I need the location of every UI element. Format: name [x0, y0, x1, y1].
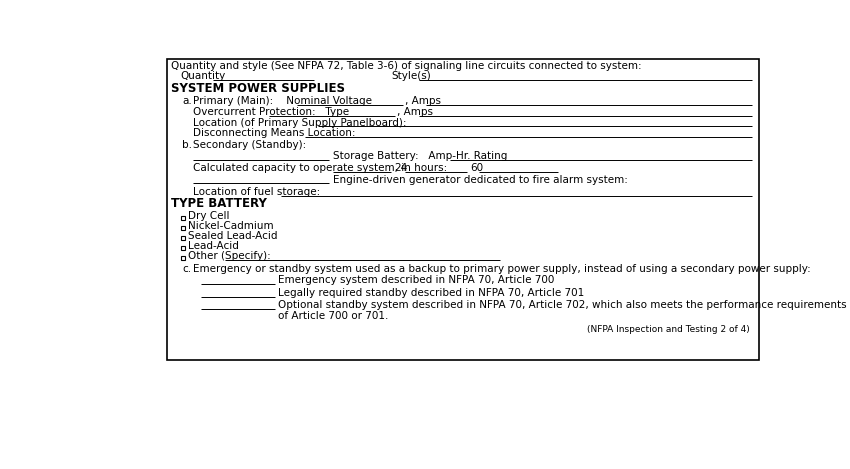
- Bar: [181, 236, 185, 240]
- Text: 24: 24: [394, 163, 408, 173]
- Text: , Amps: , Amps: [397, 107, 433, 117]
- Bar: [181, 246, 185, 250]
- Bar: [181, 216, 185, 220]
- Text: c.: c.: [182, 264, 191, 274]
- Text: Storage Battery:   Amp-Hr. Rating: Storage Battery: Amp-Hr. Rating: [332, 151, 507, 161]
- Text: Emergency or standby system used as a backup to primary power supply, instead of: Emergency or standby system used as a ba…: [193, 264, 811, 274]
- Text: Lead-Acid: Lead-Acid: [188, 241, 239, 251]
- Text: Style(s): Style(s): [392, 71, 431, 82]
- Text: Calculated capacity to operate system, in hours:: Calculated capacity to operate system, i…: [193, 163, 447, 173]
- Text: Emergency system described in NFPA 70, Article 700: Emergency system described in NFPA 70, A…: [277, 275, 554, 286]
- Text: of Article 700 or 701.: of Article 700 or 701.: [277, 311, 388, 321]
- Text: Location of fuel storage:: Location of fuel storage:: [193, 187, 320, 197]
- Text: SYSTEM POWER SUPPLIES: SYSTEM POWER SUPPLIES: [172, 82, 345, 95]
- Text: Dry Cell: Dry Cell: [188, 211, 230, 221]
- Text: Optional standby system described in NFPA 70, Article 702, which also meets the : Optional standby system described in NFP…: [277, 300, 846, 310]
- Text: Other (Specify):: Other (Specify):: [188, 251, 270, 261]
- Bar: [181, 256, 185, 260]
- Text: Disconnecting Means Location:: Disconnecting Means Location:: [193, 129, 355, 138]
- Bar: [167, 60, 759, 360]
- Text: Primary (Main):    Nominal Voltage: Primary (Main): Nominal Voltage: [193, 96, 372, 106]
- Text: (NFPA Inspection and Testing 2 of 4): (NFPA Inspection and Testing 2 of 4): [586, 325, 750, 334]
- Text: Location (of Primary Supply Panelboard):: Location (of Primary Supply Panelboard):: [193, 118, 406, 128]
- Text: Overcurrent Protection:   Type: Overcurrent Protection: Type: [193, 107, 349, 117]
- Text: Legally required standby described in NFPA 70, Article 701: Legally required standby described in NF…: [277, 288, 584, 298]
- Text: Secondary (Standby):: Secondary (Standby):: [193, 140, 306, 150]
- Text: b.: b.: [182, 140, 192, 150]
- Text: Nickel-Cadmium: Nickel-Cadmium: [188, 221, 273, 231]
- Text: Engine-driven generator dedicated to fire alarm system:: Engine-driven generator dedicated to fir…: [332, 174, 627, 185]
- Text: Sealed Lead-Acid: Sealed Lead-Acid: [188, 231, 277, 241]
- Bar: [181, 226, 185, 230]
- Text: a.: a.: [182, 96, 192, 106]
- Text: 60: 60: [471, 163, 484, 173]
- Text: , Amps: , Amps: [405, 96, 440, 106]
- Text: TYPE BATTERY: TYPE BATTERY: [172, 197, 267, 210]
- Text: Quantity: Quantity: [181, 71, 226, 82]
- Text: Quantity and style (See NFPA 72, Table 3-6) of signaling line circuits connected: Quantity and style (See NFPA 72, Table 3…: [172, 61, 642, 71]
